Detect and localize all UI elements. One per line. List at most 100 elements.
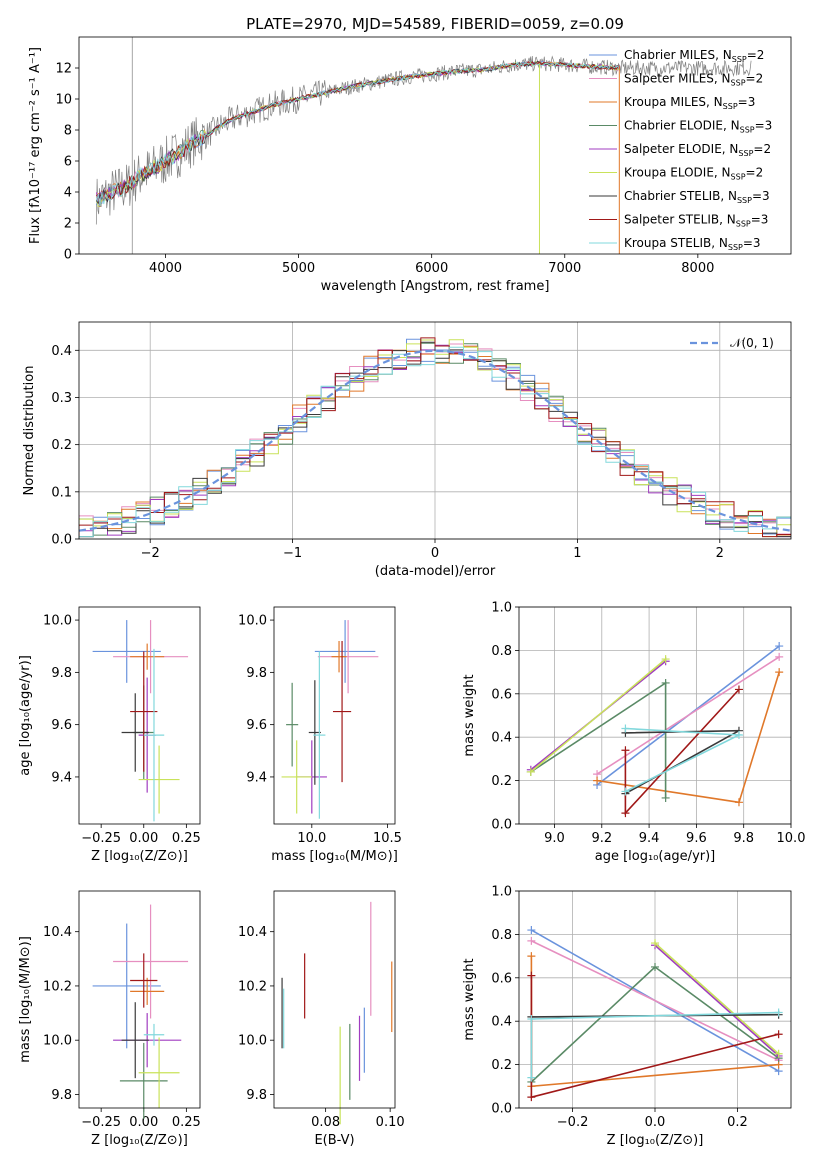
weight-point-marker: [527, 1015, 536, 1024]
residual-histogram: [79, 346, 791, 539]
x-tick-label: 0.00: [129, 831, 158, 846]
figure-title: PLATE=2970, MJD=54589, FIBERID=0059, z=0…: [246, 15, 624, 33]
x-tick-label: 8000: [681, 261, 714, 276]
y-tick-label: 0.2: [491, 774, 512, 789]
weight-point-marker: [527, 971, 536, 980]
y-tick-label: 10: [55, 93, 72, 108]
x-tick-label: 10.0: [297, 831, 326, 846]
x-tick-label: 2: [716, 546, 724, 561]
legend-subscript: SSP: [736, 220, 751, 229]
y-tick-label: 0.2: [491, 1058, 512, 1073]
x-tick-label: 9.6: [686, 831, 707, 846]
weight-point-marker: [621, 724, 630, 733]
y-tick-label: 10.0: [238, 1034, 267, 1049]
y-tick-label: 0.4: [51, 344, 72, 359]
y-tick-label: 1.0: [491, 885, 512, 900]
axes-frame: [78, 321, 792, 540]
observed-spectrum-line: [95, 55, 752, 225]
y-tick-label: 0.0: [491, 1102, 512, 1117]
x-tick-label: 9.8: [733, 831, 754, 846]
y-tick-label: 9.4: [246, 770, 267, 785]
legend-entry-tail: =3: [738, 95, 756, 109]
y-axis-label: mass [log₁₀(M/M⊙)]: [18, 936, 33, 1063]
y-tick-label: 8: [64, 124, 72, 139]
x-axis-label: mass [log₁₀(M/M⊙)]: [271, 849, 398, 864]
weight-point-marker: [526, 767, 535, 776]
weight-point-marker: [775, 652, 784, 661]
axes-frame: [273, 890, 396, 1109]
y-axis-label: Flux [fλ10⁻¹⁷ erg cm⁻² s⁻¹ A⁻¹]: [28, 47, 43, 244]
model-line-kroupa-stelib: [95, 61, 621, 206]
axes-frame: [78, 890, 201, 1109]
weight-point-marker: [774, 1030, 783, 1039]
weight-point-marker: [775, 668, 784, 677]
weight-point-marker: [774, 1008, 783, 1017]
weight-point-marker: [621, 787, 630, 796]
weight-point-marker: [527, 952, 536, 961]
weight-point-marker: [775, 642, 784, 651]
weight-line: [531, 940, 779, 1062]
legend-subscript: SSP: [728, 243, 743, 252]
weight-point-marker: [661, 655, 670, 664]
legend-entry: Chabrier MILES, NSSP=2: [624, 48, 764, 64]
x-tick-label: 9.0: [544, 831, 565, 846]
weight-point-marker: [734, 798, 743, 807]
y-tick-label: 9.8: [246, 666, 267, 681]
legend-entry-tail: =2: [746, 72, 764, 86]
y-tick-label: 12: [55, 62, 72, 77]
legend-subscript: SSP: [731, 79, 746, 88]
x-tick-label: 1: [573, 546, 581, 561]
y-tick-label: 9.8: [246, 1088, 267, 1103]
plot-spectrum: 4000 5000 6000 7000 8000 0 2 4 6 8 10 12 wavelength …: [28, 36, 792, 294]
legend-entry-tail: =3: [752, 189, 770, 203]
y-tick-label: 0.8: [491, 928, 512, 943]
model-line-kroupa-elodie: [95, 60, 621, 207]
weight-point-marker: [621, 809, 630, 818]
legend-subscript: SSP: [732, 55, 747, 64]
legend-entry: Chabrier STELIB, NSSP=3: [624, 189, 770, 205]
x-tick-label: −0.2: [557, 1115, 589, 1130]
y-axis-label: age [log₁₀(age/yr)]: [18, 655, 33, 776]
y-tick-label: 0.0: [491, 818, 512, 833]
legend-entry-tail: =3: [743, 236, 761, 250]
y-tick-label: 9.4: [51, 770, 72, 785]
x-tick-label: 0.2: [727, 1115, 748, 1130]
y-tick-label: 6: [64, 155, 72, 170]
plot-mass_vs_EBV: 0.08 0.10 9.8 10.0 10.2 10.4 E(B-V): [238, 890, 405, 1148]
y-tick-label: 0.1: [51, 485, 72, 500]
y-tick-label: 10.0: [43, 1034, 72, 1049]
y-tick-label: 0.4: [491, 731, 512, 746]
legend-subscript: SSP: [740, 126, 755, 135]
weight-point-marker: [527, 926, 536, 935]
x-tick-label: −2: [141, 546, 160, 561]
x-tick-label: −0.25: [81, 831, 121, 846]
x-axis-label: age [log₁₀(age/yr)]: [595, 849, 716, 864]
model-line-kroupa-miles: [96, 61, 620, 203]
plot-mass_vs_Z: −0.25 0.00 0.25 9.8 10.0 10.2 10.4 Z [log₁₀(Z/Z…: [18, 890, 201, 1148]
x-tick-label: 10.5: [373, 831, 402, 846]
axes-frame: [78, 36, 792, 255]
weight-point-marker: [661, 793, 670, 802]
y-tick-label: 0.0: [51, 533, 72, 548]
x-tick-label: 0.08: [311, 1115, 340, 1130]
weight-point-marker: [734, 685, 743, 694]
y-axis-label: mass weight: [462, 958, 477, 1040]
y-tick-label: 4: [64, 186, 72, 201]
y-tick-label: 2: [64, 217, 72, 232]
x-tick-label: 0.25: [172, 831, 201, 846]
legend-entry: Kroupa STELIB, NSSP=3: [624, 236, 761, 252]
x-axis-label: wavelength [Angstrom, rest frame]: [321, 279, 550, 294]
plot-age_vs_mass: 10.0 10.5 9.4 9.6 9.8 10.0 mass [log₁₀(M/M⊙)]: [238, 606, 402, 864]
legend-subscript: SSP: [737, 196, 752, 205]
legend-subscript: SSP: [731, 173, 746, 182]
plot-age_vs_Z: −0.25 0.00 0.25 9.4 9.6 9.8 10.0 Z [log₁₀(Z/Z⊙)…: [18, 606, 201, 864]
weight-point-marker: [774, 1049, 783, 1058]
y-tick-label: 0.3: [51, 391, 72, 406]
legend-entry: Kroupa ELODIE, NSSP=2: [624, 166, 763, 182]
legend-entry: Chabrier ELODIE, NSSP=3: [624, 119, 772, 135]
x-tick-label: 0.00: [129, 1115, 158, 1130]
x-tick-label: 10.0: [777, 831, 806, 846]
spectrum-legend: Chabrier MILES, NSSP=2 Salpeter MILES, NS…: [589, 48, 772, 252]
y-axis-label: mass weight: [462, 674, 477, 756]
weight-point-marker: [527, 936, 536, 945]
